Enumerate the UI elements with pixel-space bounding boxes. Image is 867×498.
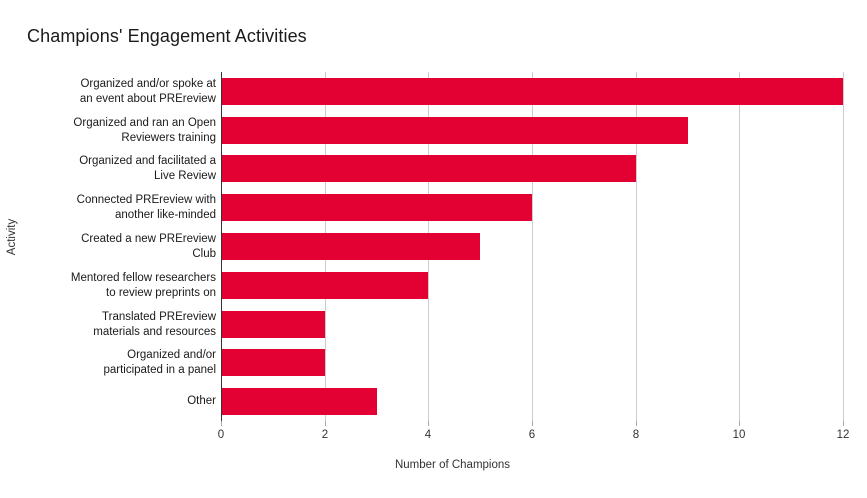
bar[interactable] — [221, 388, 377, 415]
y-tick-label: Created a new PREreview Club — [81, 232, 216, 260]
x-tick-label: 4 — [424, 429, 432, 441]
y-tick-label: Other — [187, 395, 216, 407]
x-axis-title-wrap: Number of Champions — [0, 458, 867, 472]
bar[interactable] — [221, 117, 688, 144]
x-tick-label: 8 — [632, 429, 640, 441]
bar[interactable] — [221, 272, 428, 299]
x-tick-mark-0 — [221, 421, 222, 426]
x-tick-label: 6 — [528, 429, 536, 441]
bar[interactable] — [221, 155, 636, 182]
x-tick-mark-2 — [325, 421, 326, 426]
y-tick-label: Organized and ran an Open Reviewers trai… — [73, 116, 216, 144]
bar[interactable] — [221, 311, 325, 338]
y-tick-label: Organized and/or participated in a panel — [103, 348, 216, 376]
x-tick-mark-8 — [636, 421, 637, 426]
y-tick-label: Connected PREreview with another like-mi… — [76, 193, 216, 221]
chart-title: Champions' Engagement Activities — [27, 26, 307, 46]
y-axis-line — [221, 72, 222, 421]
gridline-x-8 — [636, 72, 637, 421]
gridline-x-12 — [843, 72, 844, 421]
x-tick-label: 10 — [732, 429, 746, 441]
x-tick-mark-4 — [428, 421, 429, 426]
x-axis-title: Number of Champions — [394, 459, 511, 471]
x-tick-mark-10 — [739, 421, 740, 426]
gridline-x-6 — [532, 72, 533, 421]
plot-area — [221, 72, 844, 426]
y-axis-tick-labels: Organized and/or spoke at an event about… — [0, 0, 216, 498]
x-tick-label: 0 — [217, 429, 225, 441]
x-tick-mark-6 — [532, 421, 533, 426]
bar[interactable] — [221, 233, 480, 260]
gridline-x-10 — [739, 72, 740, 421]
y-tick-label: Organized and facilitated a Live Review — [79, 154, 216, 182]
bar[interactable] — [221, 78, 843, 105]
x-tick-label: 2 — [321, 429, 329, 441]
y-tick-label: Organized and/or spoke at an event about… — [79, 77, 216, 105]
bar[interactable] — [221, 349, 325, 376]
x-tick-label: 12 — [836, 429, 850, 441]
y-tick-label: Mentored fellow researchers to review pr… — [70, 271, 216, 299]
bar[interactable] — [221, 194, 532, 221]
x-tick-mark-12 — [843, 421, 844, 426]
y-tick-label: Translated PREreview materials and resou… — [93, 310, 216, 338]
